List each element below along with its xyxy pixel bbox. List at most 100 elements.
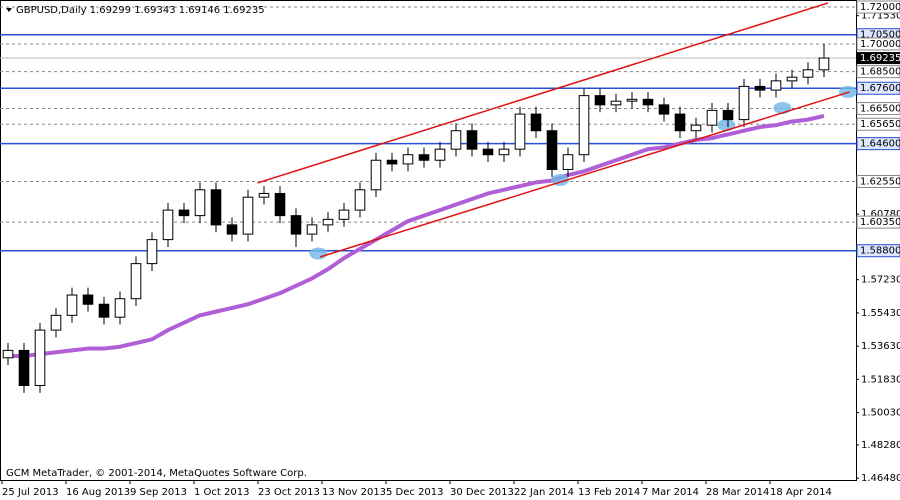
level-label: 1.65650 <box>860 119 900 130</box>
x-tick-label: 13 Nov 2013 <box>322 487 386 498</box>
current-price-label: 1.69235 <box>860 53 900 64</box>
candle-body <box>66 294 78 316</box>
y-tick-label: 1.50030 <box>861 408 900 419</box>
candle-body <box>466 130 478 150</box>
candle-body <box>338 209 350 220</box>
x-tick-label: 7 Mar 2014 <box>642 487 699 498</box>
candle-body <box>690 124 702 132</box>
candle-body <box>530 113 542 132</box>
footer: GCM MetaTrader, © 2001-2014, MetaQuotes … <box>6 468 307 479</box>
candle-body <box>754 85 766 91</box>
x-tick-label: 13 Feb 2014 <box>578 487 640 498</box>
candle-body <box>450 130 462 150</box>
chart-title: GBPUSD,Daily 1.69299 1.69343 1.69146 1.6… <box>16 5 265 16</box>
level-label: 1.72000 <box>860 2 900 13</box>
candle-body <box>674 113 686 132</box>
level-label-box <box>856 174 900 188</box>
level-label-box <box>856 65 900 79</box>
touch-highlight <box>309 247 328 260</box>
level-label-box <box>856 215 900 229</box>
x-tick-label: 18 Apr 2014 <box>770 487 832 498</box>
candle-body <box>802 69 814 78</box>
current-price-box <box>857 52 900 65</box>
x-tick-label: 25 Jul 2013 <box>2 487 59 498</box>
candle-body <box>610 100 622 106</box>
candle-body <box>706 109 718 126</box>
trend-line <box>257 2 829 184</box>
candle-body <box>514 113 526 150</box>
level-label: 1.68500 <box>860 67 900 78</box>
candle-body <box>18 349 30 386</box>
y-tick-label: 1.48280 <box>861 440 900 451</box>
candle-body <box>114 298 126 318</box>
y-tick-label: 1.57230 <box>861 275 900 286</box>
level-label: 1.64600 <box>860 139 900 150</box>
level-label-box <box>856 0 900 14</box>
candle-body <box>434 148 446 161</box>
level-label: 1.58800 <box>860 246 900 257</box>
candle-body <box>402 154 414 165</box>
level-label: 1.70500 <box>860 30 900 41</box>
y-tick-label: 1.51830 <box>861 374 900 385</box>
x-tick-label: 9 Sep 2013 <box>130 487 187 498</box>
x-tick-label: 30 Dec 2013 <box>450 487 514 498</box>
x-tick-label: 1 Oct 2013 <box>194 487 249 498</box>
candle-body <box>274 192 286 217</box>
candle-body <box>370 159 382 191</box>
level-label: 1.67600 <box>860 83 900 94</box>
level-label: 1.70000 <box>860 39 900 50</box>
x-tick-label: 28 Mar 2014 <box>706 487 769 498</box>
candle-body <box>242 196 254 235</box>
candle-body <box>322 218 334 226</box>
touch-highlight <box>717 119 736 132</box>
y-tick-label: 1.55430 <box>861 308 900 319</box>
candle-body <box>498 148 510 156</box>
candle-body <box>642 98 654 106</box>
candle-body <box>770 80 782 91</box>
level-label-box <box>856 117 900 131</box>
level-label: 1.66500 <box>860 104 900 115</box>
level-label-box <box>856 37 900 51</box>
candle-body <box>594 95 606 106</box>
candle-body <box>738 85 750 121</box>
x-tick-label: 5 Dec 2013 <box>386 487 444 498</box>
y-tick-label: 1.53630 <box>861 341 900 352</box>
candle-body <box>2 349 14 359</box>
y-tick-label: 1.46480 <box>861 473 900 484</box>
level-label-box <box>856 137 900 151</box>
level-label-box <box>856 102 900 116</box>
level-label: 1.62550 <box>860 176 900 187</box>
candle-body <box>82 294 94 305</box>
candle-body <box>546 130 558 170</box>
plot-frame <box>0 0 857 481</box>
candle-body <box>226 224 238 235</box>
x-tick-label: 23 Oct 2013 <box>258 487 320 498</box>
candle-body <box>386 159 398 165</box>
candle-body <box>354 189 366 211</box>
candle-body <box>562 154 574 170</box>
candle-body <box>50 314 62 331</box>
candle-body <box>130 263 142 300</box>
candle-body <box>290 215 302 235</box>
x-tick-label: 16 Aug 2013 <box>66 487 130 498</box>
candle-body <box>626 98 638 102</box>
candle-body <box>34 329 46 386</box>
candle-body <box>418 154 430 161</box>
level-label-box <box>856 81 900 95</box>
menu-arrow[interactable] <box>6 8 12 12</box>
candle-body <box>578 95 590 156</box>
candle-body <box>818 57 830 71</box>
candle-body <box>306 224 318 235</box>
candle-body <box>258 192 270 198</box>
candle-body <box>146 239 158 265</box>
level-label-box <box>856 244 900 258</box>
candle-body <box>658 104 670 115</box>
candle-body <box>98 303 110 318</box>
trend-line <box>319 91 850 258</box>
candle-body <box>722 109 734 121</box>
candle-body <box>194 189 206 217</box>
candle-body <box>210 189 222 226</box>
y-tick-label: 1.60780 <box>861 209 900 220</box>
candle-body <box>178 209 190 217</box>
